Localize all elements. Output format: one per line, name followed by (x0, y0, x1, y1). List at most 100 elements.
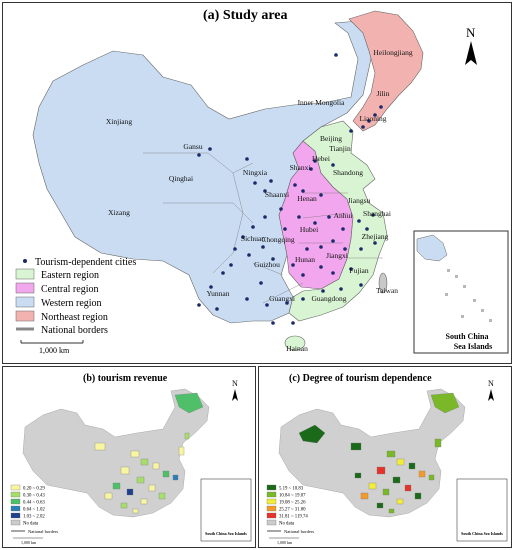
province-label-zhejiang: Zhejiang (362, 232, 389, 241)
panel-b-borders-label: National borders (28, 529, 58, 534)
province-label-sichuan: Sichuan (241, 234, 265, 243)
panel_c-legend-swatch-4 (266, 512, 277, 519)
province-label-henan: Henan (297, 194, 317, 203)
province-label-taiwan: Taiwan (376, 286, 398, 295)
panel-study-area: (a) Study area (2, 2, 512, 364)
panel_b-legend-swatch-0 (10, 484, 21, 491)
legend-tourism-revenue: 0.20 ~ 0.29 0.30 ~ 0.43 0.44 ~ 0.63 0.64 ~ … (10, 484, 45, 527)
province-label-hubei: Hubei (300, 225, 318, 234)
panel_b-legend-label-0: 0.20 ~ 0.29 (23, 487, 45, 492)
legend-central-swatch (15, 282, 35, 294)
panel_c-legend-label-3: 25.27 ~ 31.80 (279, 508, 306, 513)
panel-b-north: N (232, 379, 238, 388)
map-tourism-revenue: N 0.20 ~ 0.29 0.30 ~ 0.43 0.44 ~ 0.63 0.64 … (10, 379, 252, 546)
province-label-chongqing: Chongqing (261, 235, 295, 244)
province-label-gansu: Gansu (183, 142, 202, 151)
panel-c-inset-label: South China Sea Islands (461, 531, 503, 536)
panel-b-scale: 1,000 km (21, 540, 37, 546)
province-label-yunnan: Yunnan (207, 289, 230, 298)
panel_b-legend-swatch-5 (10, 519, 21, 526)
panel-a-title: (a) Study area (203, 8, 288, 23)
scale-label: 1,000 km (39, 346, 70, 355)
panel-tourism-revenue: (b) tourism revenue N (2, 366, 256, 548)
province-label-jiangxi: Jiangxi (326, 251, 348, 260)
panel_b-legend-label-5: No data (23, 522, 39, 527)
province-labels: Heilongjiang Jilin Inner Mongolia Liaoning X… (106, 48, 413, 353)
legend-cities-label: Tourism-dependent cities (35, 257, 136, 268)
province-label-guizhou: Guizhou (254, 260, 280, 269)
province-label-hebei: Hebei (312, 154, 330, 163)
panel_b-legend-swatch-4 (10, 512, 21, 519)
panel-b-inset (200, 478, 252, 542)
panel_b-legend-swatch-2 (10, 498, 21, 505)
panel-c-scale: 1,000 km (277, 540, 293, 546)
taiwan-island (378, 272, 388, 294)
province-label-anhui: Anhui (334, 211, 353, 220)
panel-b-title: (b) tourism revenue (83, 373, 168, 384)
northeast-region (348, 10, 424, 132)
legend-northeast-swatch (15, 310, 35, 322)
province-label-jilin: Jilin (377, 89, 390, 98)
hainan-island (284, 335, 306, 351)
panel-c-borders-label: National borders (284, 529, 314, 534)
panel_c-legend-label-4: 31.81 ~ 119.74 (279, 515, 308, 520)
province-label-ningxia: Ningxia (243, 168, 268, 177)
legend-city-dot (23, 259, 27, 263)
legend-western-label: Western region (41, 298, 102, 309)
panel_b-legend-label-1: 0.30 ~ 0.43 (23, 494, 45, 499)
province-boundaries (143, 152, 383, 304)
province-label-xizang: Xizang (108, 208, 130, 217)
panel_c-legend-swatch-3 (266, 505, 277, 512)
city-dots (197, 53, 383, 325)
province-label-qinghai: Qinghai (169, 174, 193, 183)
province-label-heilongjiang: Heilongjiang (373, 48, 412, 57)
panel-b-inset-label: South China Sea Islands (205, 531, 247, 536)
province-label-xinjiang: Xinjiang (106, 117, 132, 126)
province-label-fujian: Fujian (349, 266, 368, 275)
province-label-shanxi: Shanxi (290, 163, 311, 172)
north-label: N (466, 25, 476, 40)
inset-label-line2: Sea Islands (454, 342, 492, 351)
province-label-shanghai: Shanghai (363, 209, 391, 218)
panel_c-legend-swatch-1 (266, 491, 277, 498)
province-label-hainan: Hainan (286, 344, 308, 353)
panel-c-inset (456, 478, 508, 542)
north-arrow-icon (465, 41, 477, 65)
legend-tourism-dependence: 5.19 ~ 10.83 10.84 ~ 19.07 19.08 ~ 25.26 25… (266, 484, 308, 527)
panel_c-legend-label-1: 10.84 ~ 19.07 (279, 494, 306, 499)
province-label-shaanxi: Shaanxi (265, 190, 289, 199)
panel_c-legend-label-5: No data (279, 522, 295, 527)
panel-tourism-dependence: (c) Degree of tourism dependence (258, 366, 512, 548)
panel_c-legend-swatch-5 (266, 519, 277, 526)
inset-label-line1: South China (446, 332, 489, 341)
legend-central-label: Central region (41, 284, 98, 295)
province-label-liaoning: Liaoning (359, 114, 386, 123)
map-study-area: N South China Sea Islands Heilongjiang Ji… (15, 10, 509, 355)
eastern-region (288, 120, 388, 322)
province-label-guangxi: Guangxi (269, 294, 295, 303)
panel_c-legend-label-0: 5.19 ~ 10.83 (279, 487, 304, 492)
legend-eastern-swatch (15, 268, 35, 280)
legend-northeast-label: Northeast region (41, 312, 108, 323)
legend-western-swatch (15, 296, 35, 308)
panel_c-legend-swatch-2 (266, 498, 277, 505)
panel_c-legend-label-2: 19.08 ~ 25.26 (279, 501, 306, 506)
panel_b-legend-swatch-3 (10, 505, 21, 512)
province-label-guangdong: Guangdong (312, 294, 347, 303)
inset-islands (445, 269, 492, 322)
north-arrow-icon (488, 389, 494, 401)
province-label-inner-mongolia: Inner Mongolia (298, 98, 346, 107)
panel_b-legend-label-2: 0.44 ~ 0.63 (23, 501, 45, 506)
map-tourism-dependence: N 5.19 ~ 10.83 10.84 ~ 19.07 19.08 ~ 25.26… (266, 379, 508, 546)
legend-eastern-label: Eastern region (41, 270, 99, 281)
revenue-highlight-cells (94, 392, 204, 514)
province-label-jiangsu: Jiangsu (348, 196, 371, 205)
province-label-tianjin: Tianjin (329, 144, 351, 153)
panel_b-legend-swatch-1 (10, 491, 21, 498)
dependence-highlight-cells (298, 392, 460, 514)
legend-study-area: Tourism-dependent cities Eastern region … (15, 257, 136, 355)
panel-c-north: N (488, 379, 494, 388)
panel_b-legend-label-3: 0.64 ~ 1.02 (23, 508, 45, 513)
province-label-hunan: Hunan (295, 255, 315, 264)
panel_c-legend-swatch-0 (266, 484, 277, 491)
